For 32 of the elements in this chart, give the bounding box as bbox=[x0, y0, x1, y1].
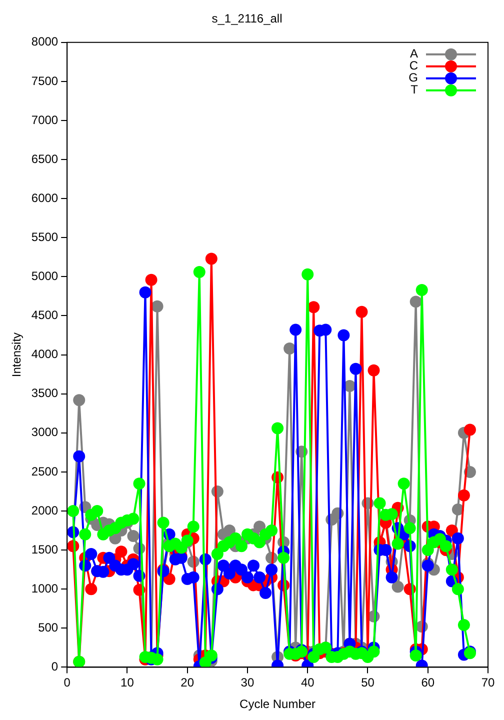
y-tick-label: 6000 bbox=[31, 190, 58, 205]
legend-label: T bbox=[410, 82, 419, 97]
x-axis-title: Cycle Number bbox=[240, 697, 316, 712]
y-tick-label: 4500 bbox=[31, 308, 58, 322]
y-tick-label: 2000 bbox=[31, 503, 58, 518]
x-tick-label: 60 bbox=[421, 676, 435, 690]
legend-label: A bbox=[410, 46, 418, 61]
legend-label: G bbox=[408, 70, 418, 85]
chart-title: s_1_2116_all bbox=[212, 12, 282, 26]
y-tick-label: 7000 bbox=[31, 112, 58, 127]
y-tick-label: 5500 bbox=[31, 230, 58, 244]
y-tick-label: 5000 bbox=[31, 269, 58, 284]
y-tick-label: 8000 bbox=[31, 34, 58, 49]
x-tick-label: 40 bbox=[300, 676, 315, 690]
y-tick-label: 1500 bbox=[31, 542, 58, 556]
x-tick-label: 50 bbox=[361, 676, 375, 690]
x-tick-label: 20 bbox=[180, 676, 194, 690]
x-tick-label: 10 bbox=[120, 676, 134, 690]
y-tick-label: 1000 bbox=[31, 581, 58, 596]
y-axis-title: Intensity bbox=[10, 332, 24, 378]
y-tick-label: 3000 bbox=[31, 425, 58, 440]
x-tick-label: 70 bbox=[481, 676, 495, 690]
x-tick-label: 0 bbox=[64, 676, 71, 690]
y-tick-label: 7500 bbox=[31, 74, 58, 88]
y-tick-label: 6500 bbox=[31, 152, 58, 166]
y-tick-label: 2500 bbox=[31, 464, 58, 478]
y-tick-label: 0 bbox=[51, 660, 58, 674]
x-tick-label: 30 bbox=[240, 676, 254, 690]
y-tick-label: 500 bbox=[38, 620, 58, 634]
legend-label: C bbox=[409, 58, 418, 73]
y-tick-label: 4000 bbox=[31, 347, 58, 362]
y-tick-label: 3500 bbox=[31, 386, 58, 400]
